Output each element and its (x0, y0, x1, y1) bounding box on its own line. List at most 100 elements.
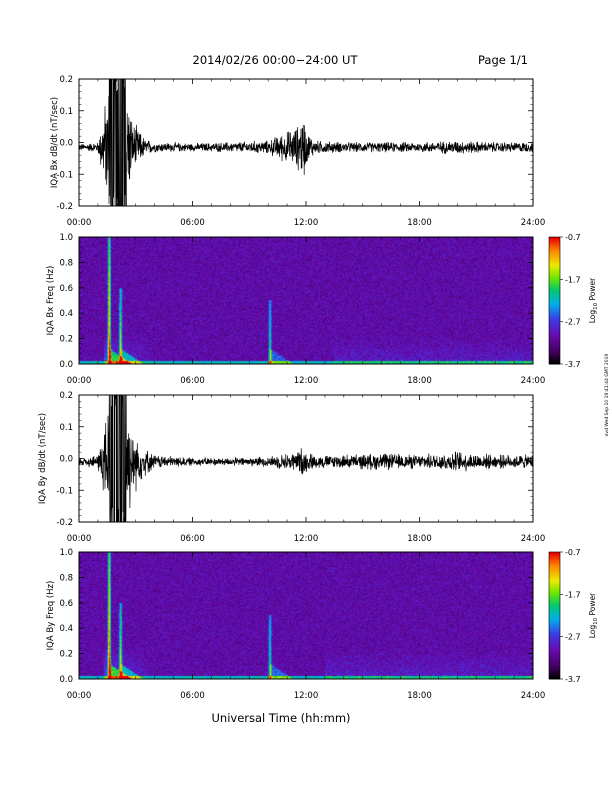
colorbar-swatch (549, 252, 560, 256)
x-tick-label: 24:00 (521, 376, 546, 386)
y-tick-label: 0.2 (59, 391, 73, 401)
colorbar-swatch (549, 336, 560, 339)
colorbar-swatch (549, 617, 560, 620)
bx-colorbar: -0.7 -1.7 -2.7 -3.7 Log10 Power (548, 233, 599, 369)
by-timeseries-panel: 00:00 06:00 12:00 18:00 24:00 -0.2 -0.1 0.0 0.1 0… (38, 391, 546, 544)
colorbar-swatch (549, 298, 560, 301)
page-number: Page 1/1 (478, 53, 528, 67)
colorbar-swatch (549, 609, 560, 613)
colorbar-swatch (549, 643, 560, 646)
colorbar-swatch (549, 362, 560, 365)
colorbar-swatch (549, 675, 560, 678)
x-tick-label: 18:00 (407, 691, 432, 701)
x-tick-label: 06:00 (180, 691, 205, 701)
signal-line (79, 395, 533, 522)
colorbar-swatch (549, 573, 560, 577)
colorbar-swatch (549, 354, 560, 357)
by-trace (79, 395, 533, 522)
colorbar-swatch (549, 318, 560, 321)
colorbar-swatch (549, 312, 560, 315)
bx-ylabel: IQA Bx dB/dt (nT/sec) (50, 97, 60, 188)
colorbar-swatch (549, 613, 560, 616)
colorbar-swatch (549, 342, 560, 345)
colorbar-swatch (549, 344, 560, 347)
bx-spectrogram-image (79, 237, 533, 364)
x-tick-label: 18:00 (407, 218, 432, 228)
colorbar-swatch (549, 258, 560, 262)
y-tick-label: 0.6 (59, 599, 73, 609)
colorbar-swatch (549, 577, 560, 581)
colorbar-swatch (549, 561, 560, 565)
bx-spectrogram-panel: 00:00 06:00 12:00 18:00 24:00 0.0 0.2 0.4 0.6 0.8… (46, 233, 599, 386)
colorbar-swatch (549, 633, 560, 636)
colorbar-swatch (549, 641, 560, 644)
x-tick-label: 24:00 (521, 534, 546, 544)
colorbar-swatch (549, 348, 560, 351)
colorbar-swatch (549, 655, 560, 658)
colorbar-tick-label: -0.7 (565, 233, 581, 242)
colorbar-swatch (549, 276, 560, 280)
colorbar-swatch (549, 352, 560, 355)
colorbar-tick-label: -1.7 (565, 590, 581, 599)
colorbar-swatch (549, 322, 560, 325)
colorbar-label: Log10 Power (588, 592, 599, 638)
colorbar-swatch (549, 571, 560, 575)
colorbar-swatch (549, 334, 560, 337)
colorbar-swatch (549, 597, 560, 601)
colorbar-swatch (549, 278, 560, 282)
colorbar-swatch (549, 587, 560, 591)
y-tick-label: 1.0 (59, 233, 73, 243)
colorbar-swatch (549, 358, 560, 361)
colorbar-swatch (549, 605, 560, 609)
colorbar-swatch (549, 300, 560, 303)
y-tick-label: 0.0 (59, 360, 73, 370)
colorbar-swatch (549, 340, 560, 343)
colorbar-swatch (549, 304, 560, 307)
colorbar-swatch (549, 565, 560, 569)
colorbar-swatch (549, 631, 560, 634)
colorbar-swatch (549, 671, 560, 674)
colorbar-swatch (549, 569, 560, 573)
y-tick-label: 0.2 (59, 650, 73, 660)
x-tick-label: 18:00 (407, 376, 432, 386)
colorbar-swatch (549, 330, 560, 333)
y-tick-label: 0.0 (59, 139, 73, 149)
colorbar-swatch (549, 619, 560, 622)
y-tick-label: 0.1 (59, 423, 73, 433)
colorbar-label: Log10 Power (588, 277, 599, 323)
colorbar-swatch (549, 272, 560, 276)
colorbar-swatch (549, 647, 560, 650)
colorbar-swatch (549, 627, 560, 630)
colorbar-swatch (549, 316, 560, 319)
colorbar-swatch (549, 557, 560, 561)
signal-line (79, 79, 533, 206)
colorbar-swatch (549, 601, 560, 605)
colorbar-swatch (549, 290, 560, 294)
colorbar-swatch (549, 555, 560, 559)
x-tick-label: 00:00 (67, 691, 92, 701)
colorbar-swatch (549, 237, 560, 240)
colorbar-swatch (549, 591, 560, 595)
colorbar-swatch (549, 645, 560, 648)
colorbar-frame (548, 236, 561, 365)
colorbar-swatch (549, 599, 560, 603)
x-tick-label: 06:00 (180, 218, 205, 228)
colorbar-swatch (549, 623, 560, 626)
x-tick-label: 18:00 (407, 534, 432, 544)
x-tick-label: 12:00 (294, 218, 319, 228)
colorbar-swatch (549, 246, 560, 250)
colorbar-swatch (549, 268, 560, 272)
colorbar-swatch (549, 665, 560, 668)
colorbar-swatch (549, 625, 560, 628)
colorbar-swatch (549, 314, 560, 317)
y-tick-label: 0.4 (59, 309, 73, 319)
colorbar-swatch (549, 286, 560, 290)
colorbar-swatch (549, 589, 560, 593)
x-tick-label: 12:00 (294, 534, 319, 544)
colorbar-swatch (549, 324, 560, 327)
colorbar-swatch (549, 663, 560, 666)
colorbar-swatch (549, 248, 560, 252)
y-tick-label: 1.0 (59, 548, 73, 558)
colorbar-swatch (549, 270, 560, 274)
colorbar-swatch (549, 308, 560, 311)
